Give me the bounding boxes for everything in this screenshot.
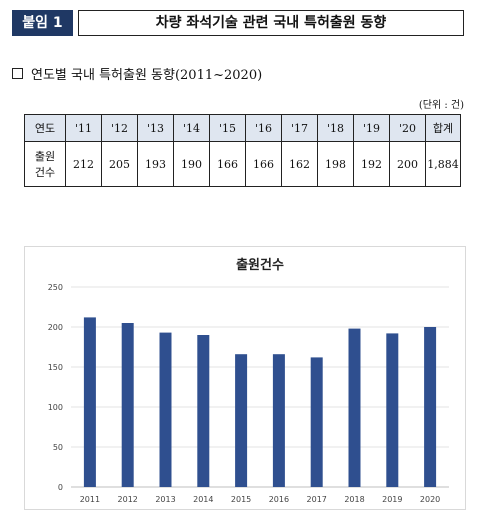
y-tick-label: 50	[53, 443, 63, 452]
y-tick-label: 250	[48, 283, 63, 292]
bar	[235, 354, 248, 487]
row-header-cell: 연도	[24, 114, 66, 142]
bar	[272, 354, 285, 487]
count-cell: 200	[389, 141, 426, 187]
section-title: 연도별 국내 특허출원 동향(2011~2020)	[31, 68, 263, 83]
x-tick-label: 2020	[420, 495, 440, 504]
y-tick-label: 150	[48, 363, 63, 372]
bar	[159, 332, 172, 487]
x-tick-label: 2018	[344, 495, 364, 504]
year-header-cell: '15	[209, 114, 246, 142]
bar	[310, 357, 323, 487]
bar	[386, 333, 399, 487]
x-tick-label: 2019	[382, 495, 402, 504]
year-header-cell: '14	[173, 114, 210, 142]
section-heading: 연도별 국내 특허출원 동향(2011~2020)	[12, 64, 262, 83]
unit-label: (단위 : 건)	[418, 100, 464, 111]
bar	[348, 328, 361, 487]
year-header-cell: '11	[65, 114, 102, 142]
value-row-label: 출원 건수	[24, 141, 66, 187]
x-tick-label: 2014	[193, 495, 213, 504]
value-row-label-line: 건수	[34, 166, 56, 179]
count-cell: 166	[209, 141, 246, 187]
year-header-cell: '19	[353, 114, 390, 142]
total-value-cell: 1,884	[425, 141, 461, 187]
x-tick-label: 2016	[269, 495, 289, 504]
count-cell: 192	[353, 141, 390, 187]
year-header-cell: '17	[281, 114, 318, 142]
count-cell: 162	[281, 141, 318, 187]
y-tick-label: 100	[48, 403, 63, 412]
count-cell: 198	[317, 141, 354, 187]
year-header-cell: '13	[137, 114, 174, 142]
y-tick-label: 0	[58, 483, 63, 492]
bar-chart: 출원건수 0 50 100 150 200 250 2011 2012 2013 2014 2015 2…	[48, 257, 449, 504]
attachment-badge: 붙임 1	[12, 10, 73, 36]
chart-container: 출원건수 0 50 100 150 200 250 2011 2012 2013 2014 2015 2…	[24, 246, 466, 510]
bar	[121, 323, 134, 487]
total-header-cell: 합계	[425, 114, 461, 142]
year-header-cell: '12	[101, 114, 138, 142]
square-bullet-icon	[12, 68, 23, 79]
count-cell: 193	[137, 141, 174, 187]
bar	[197, 335, 210, 487]
x-tick-label: 2011	[80, 495, 100, 504]
count-cell: 205	[101, 141, 138, 187]
x-tick-label: 2017	[307, 495, 327, 504]
year-header-cell: '20	[389, 114, 426, 142]
chart-title: 출원건수	[236, 257, 284, 273]
bar	[424, 327, 437, 487]
bar	[83, 317, 96, 487]
table-header-row: 연도 '11'12'13'14'15'16'17'18'19'20 합계	[24, 114, 461, 142]
year-header-cell: '16	[245, 114, 282, 142]
y-tick-label: 200	[48, 323, 63, 332]
year-header-cell: '18	[317, 114, 354, 142]
patent-table: 연도 '11'12'13'14'15'16'17'18'19'20 합계 출원 건…	[24, 114, 461, 187]
x-tick-label: 2012	[118, 495, 138, 504]
count-cell: 190	[173, 141, 210, 187]
count-cell: 212	[65, 141, 102, 187]
x-tick-label: 2013	[155, 495, 175, 504]
count-cell: 166	[245, 141, 282, 187]
table-value-row: 출원 건수 212 205 193 190 166 166 162 198 192 200 1,88…	[24, 141, 461, 187]
x-tick-label: 2015	[231, 495, 251, 504]
value-row-label-line: 출원	[34, 150, 56, 163]
document-title: 차량 좌석기술 관련 국내 특허출원 동향	[78, 10, 464, 36]
